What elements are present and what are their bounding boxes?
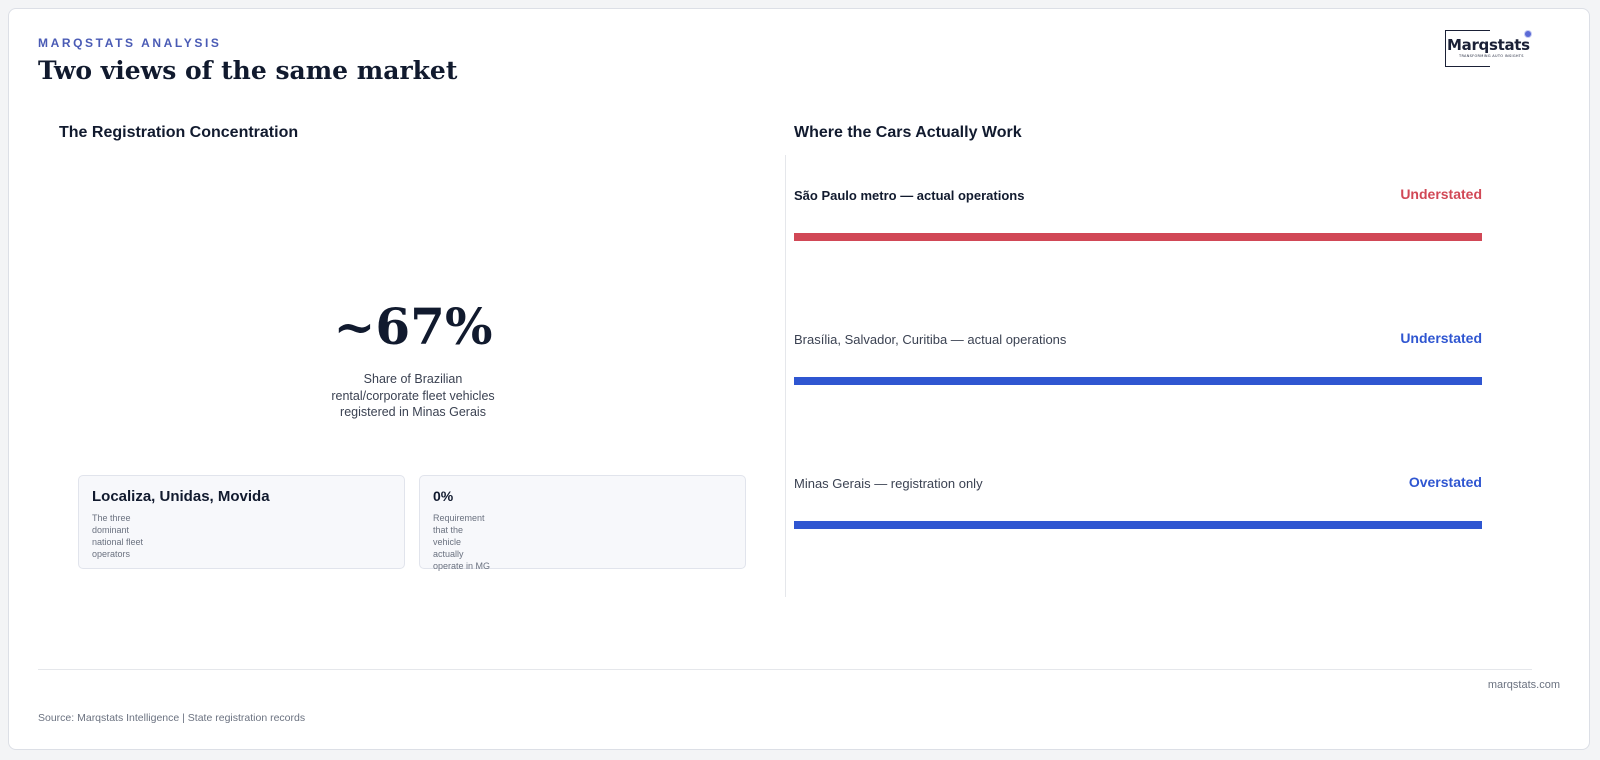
operations-row-label: Minas Gerais — registration only bbox=[794, 476, 983, 491]
operations-row-label: Brasília, Salvador, Curitiba — actual op… bbox=[794, 332, 1067, 347]
panel-divider bbox=[785, 155, 786, 597]
requirement-card: 0% Requirement that the vehicle actually… bbox=[419, 475, 746, 571]
left-panel-title: The Registration Concentration bbox=[59, 124, 299, 141]
marqstats-logo: Marqstats TRANSFORMING AUTO INSIGHTS bbox=[1445, 30, 1535, 68]
eyebrow-label: MARQSTATS ANALYSIS bbox=[38, 36, 222, 50]
page-title: Two views of the same market bbox=[38, 56, 458, 85]
operations-row-bar bbox=[794, 233, 1482, 241]
logo-tagline: TRANSFORMING AUTO INSIGHTS bbox=[1459, 54, 1524, 58]
operations-row-bar bbox=[794, 521, 1482, 529]
operations-row-sao-paulo: São Paulo metro — actual operations Unde… bbox=[794, 186, 1482, 278]
footer-divider bbox=[38, 669, 1532, 670]
footer-source: Source: Marqstats Intelligence | State r… bbox=[38, 712, 306, 724]
requirement-card-title: 0% bbox=[433, 488, 454, 504]
operations-row-minas-gerais: Minas Gerais — registration only Oversta… bbox=[794, 474, 1482, 566]
operations-row-status: Understated bbox=[1400, 330, 1482, 346]
requirement-card-description: Requirement that the vehicle actually op… bbox=[433, 513, 491, 571]
logo-wordmark: Marqstats bbox=[1447, 36, 1530, 54]
operators-card-title: Localiza, Unidas, Movida bbox=[92, 488, 270, 505]
headline-stat: ~67% bbox=[333, 297, 493, 356]
operations-row-other-metros: Brasília, Salvador, Curitiba — actual op… bbox=[794, 330, 1482, 422]
operations-row-bar bbox=[794, 377, 1482, 385]
report-card: MARQSTATS ANALYSIS Two views of the same… bbox=[8, 8, 1590, 750]
operators-card-description: The three dominant national fleet operat… bbox=[92, 513, 144, 559]
logo-frame bbox=[1445, 30, 1490, 67]
operations-row-status: Overstated bbox=[1408, 474, 1482, 490]
operations-row-status: Understated bbox=[1400, 186, 1482, 202]
right-panel-title: Where the Cars Actually Work bbox=[794, 124, 1022, 141]
logo-dot-icon bbox=[1525, 31, 1531, 37]
operations-row-label: São Paulo metro — actual operations bbox=[794, 188, 1025, 203]
footer-url[interactable]: marqstats.com bbox=[1487, 679, 1560, 691]
operators-card: Localiza, Unidas, Movida The three domin… bbox=[78, 475, 405, 569]
headline-stat-caption: Share of Brazilian rental/corporate flee… bbox=[331, 372, 495, 419]
